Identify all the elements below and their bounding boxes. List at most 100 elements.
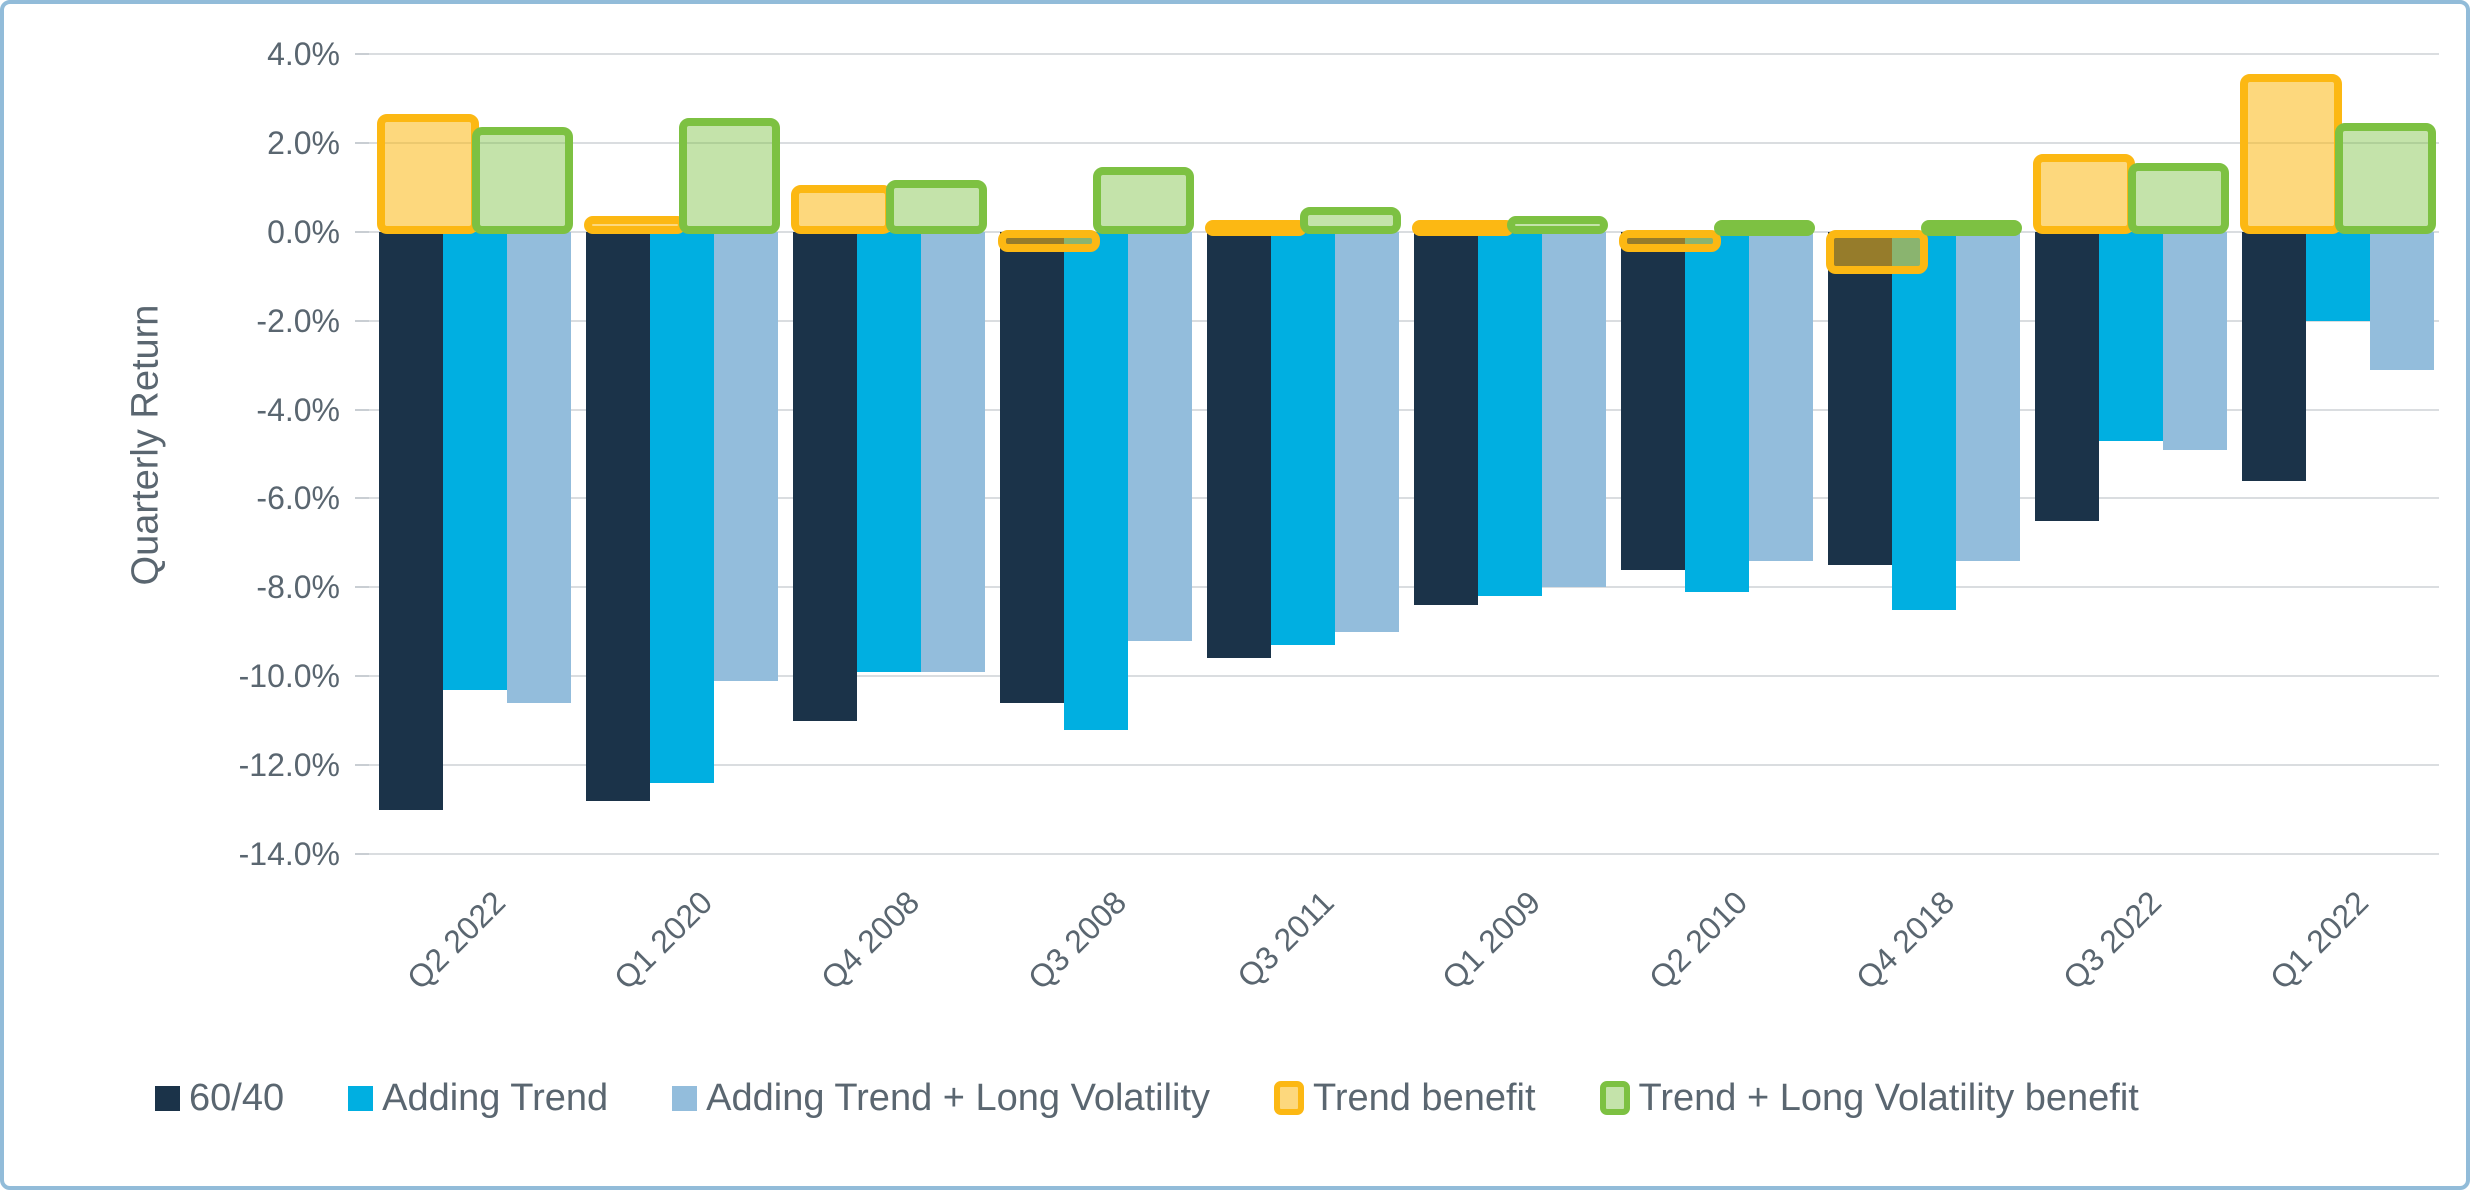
bar-trend-benefit-q2-2010: [1619, 229, 1721, 252]
bar-60-40-q1-2022: [2242, 231, 2306, 481]
bar-adding-trend-long-volatility-q3-2008: [1128, 231, 1192, 641]
x-axis-label: Q2 2010: [1642, 884, 1755, 997]
bar-60-40-q2-2010: [1621, 231, 1685, 570]
bar-group-q2-2022: [369, 54, 576, 854]
y-axis-title: Quarterly Return: [124, 304, 167, 586]
legend-item-adding-trend-long-volatility: Adding Trend + Long Volatility: [672, 1077, 1210, 1120]
y-axis-tick: [355, 408, 369, 411]
bar-group-q3-2008: [990, 54, 1197, 854]
gridline: [369, 497, 2439, 500]
bar-trend-long-volatility-benefit-q4-2008: [886, 180, 987, 234]
bar-adding-trend-q3-2008: [1064, 231, 1128, 730]
legend-item-trend-long-volatility-benefit: Trend + Long Volatility benefit: [1599, 1077, 2139, 1120]
gridline: [369, 319, 2439, 322]
legend-label: Trend benefit: [1313, 1076, 1536, 1119]
y-axis-tick: [355, 764, 369, 767]
y-axis-tick: [355, 586, 369, 589]
bar-adding-trend-q3-2011: [1271, 231, 1335, 646]
bar-trend-benefit-q1-2020: [584, 216, 686, 234]
bar-group-q4-2018: [1818, 54, 2025, 854]
bar-adding-trend-long-volatility-q1-2020: [714, 231, 778, 681]
bar-60-40-q1-2020: [586, 231, 650, 801]
y-axis-tick: [355, 853, 369, 855]
bar-group-q4-2008: [783, 54, 990, 854]
y-axis-tick-label: 4.0%: [267, 36, 340, 72]
bar-trend-benefit-q4-2018: [1826, 229, 1928, 275]
bar-adding-trend-q1-2020: [650, 231, 714, 783]
bar-trend-benefit-q1-2022: [2240, 73, 2342, 234]
bar-60-40-q3-2011: [1207, 231, 1271, 659]
bar-group-q1-2022: [2232, 54, 2439, 854]
legend-item-adding-trend: Adding Trend: [348, 1077, 608, 1120]
gridline: [369, 853, 2439, 855]
bar-adding-trend-q1-2009: [1478, 231, 1542, 597]
bar-adding-trend-long-volatility-q3-2011: [1335, 231, 1399, 632]
gridline: [369, 141, 2439, 144]
bar-adding-trend-q1-2022: [2306, 231, 2370, 321]
y-axis-tick-label: -14.0%: [238, 836, 340, 872]
bar-trend-long-volatility-benefit-q3-2008: [1093, 167, 1194, 234]
bar-adding-trend-q3-2022: [2099, 231, 2163, 441]
y-axis-tick: [355, 319, 369, 322]
x-axis-label: Q1 2020: [607, 884, 720, 997]
bar-trend-long-volatility-benefit-q1-2022: [2335, 122, 2436, 234]
bar-trend-long-volatility-benefit-q2-2022: [472, 127, 573, 234]
gridline: [369, 764, 2439, 767]
y-axis-tick: [355, 141, 369, 144]
gridline: [369, 53, 2439, 55]
bar-adding-trend-long-volatility-q1-2009: [1542, 231, 1606, 588]
gridline: [369, 230, 2439, 233]
bar-group-q1-2020: [576, 54, 783, 854]
bar-trend-benefit-q1-2009: [1412, 219, 1514, 236]
bar-60-40-q4-2018: [1828, 231, 1892, 566]
y-axis-tick-label: -12.0%: [238, 747, 340, 784]
bar-trend-benefit-q3-2008: [998, 229, 1100, 252]
bar-60-40-q4-2008: [793, 231, 857, 721]
bar-group-q3-2022: [2025, 54, 2232, 854]
y-axis-tick-label: 2.0%: [267, 124, 340, 161]
legend-swatch-icon: [348, 1085, 374, 1111]
bar-adding-trend-q4-2008: [857, 231, 921, 672]
y-axis-tick-label: -8.0%: [256, 569, 340, 606]
y-axis-tick: [355, 675, 369, 678]
y-axis-tick-label: -4.0%: [256, 391, 340, 428]
y-axis-tick-label: -2.0%: [256, 302, 340, 339]
y-axis-tick-label: -6.0%: [256, 480, 340, 517]
bar-trend-benefit-q3-2011: [1205, 219, 1307, 236]
gridline: [369, 675, 2439, 678]
x-axis-label: Q3 2008: [1021, 884, 1134, 997]
gridline: [369, 408, 2439, 411]
bar-trend-long-volatility-benefit-q3-2011: [1300, 207, 1401, 234]
x-axis-label: Q1 2009: [1435, 884, 1548, 997]
x-axis-label: Q3 2011: [1229, 884, 1341, 995]
bar-trend-benefit-q3-2022: [2033, 153, 2135, 234]
bar-60-40-q1-2009: [1414, 231, 1478, 606]
bar-adding-trend-long-volatility-q2-2022: [507, 231, 571, 703]
x-axis-label: Q4 2018: [1849, 884, 1962, 997]
bar-trend-benefit-q4-2008: [791, 184, 893, 234]
bar-adding-trend-q4-2018: [1892, 231, 1956, 610]
y-axis-tick: [355, 230, 369, 233]
bar-60-40-q2-2022: [379, 231, 443, 810]
x-axis-label: Q2 2022: [400, 884, 513, 997]
bar-group-q1-2009: [1404, 54, 1611, 854]
bar-group-q2-2010: [1611, 54, 1818, 854]
x-axis-label: Q4 2008: [814, 884, 927, 997]
bar-60-40-q3-2022: [2035, 231, 2099, 521]
legend-swatch-icon: [1599, 1081, 1630, 1115]
legend-label: 60/40: [189, 1076, 285, 1119]
bar-60-40-q3-2008: [1000, 231, 1064, 703]
bar-adding-trend-long-volatility-q4-2018: [1956, 231, 2020, 561]
bar-adding-trend-long-volatility-q3-2022: [2163, 231, 2227, 450]
bar-adding-trend-q2-2022: [443, 231, 507, 690]
bar-trend-long-volatility-benefit-q3-2022: [2128, 162, 2229, 234]
legend-item-60-40: 60/40: [155, 1077, 284, 1120]
legend-label: Adding Trend: [382, 1076, 609, 1119]
legend-swatch-icon: [1274, 1081, 1305, 1115]
plot-area: [369, 53, 2439, 855]
y-axis-tick: [355, 53, 369, 55]
legend-item-trend-benefit: Trend benefit: [1274, 1077, 1536, 1120]
gridline: [369, 586, 2439, 589]
bar-trend-long-volatility-benefit-q2-2010: [1714, 219, 1815, 236]
